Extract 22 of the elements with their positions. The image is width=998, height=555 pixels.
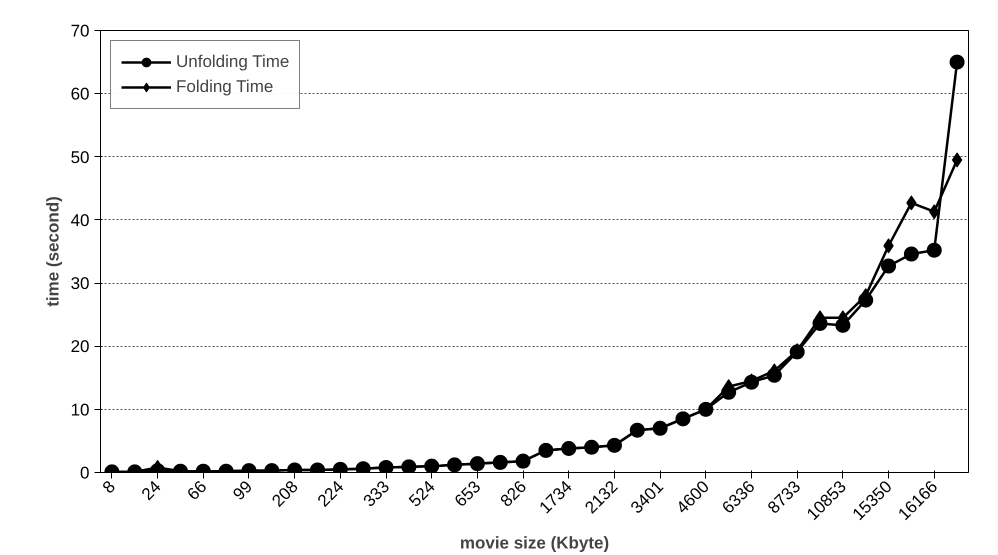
legend-label: Unfolding Time <box>176 51 290 73</box>
y-tick-label: 50 <box>70 148 90 167</box>
x-axis-title: movie size (Kbyte) <box>460 533 610 552</box>
x-tick-label: 24 <box>138 477 165 504</box>
y-tick-label: 30 <box>70 274 90 294</box>
y-tick-label: 40 <box>70 210 90 230</box>
x-tick-label: 653 <box>450 477 484 511</box>
x-tick-label: 524 <box>405 477 439 511</box>
x-tick-label: 99 <box>229 477 256 504</box>
x-tick-label: 333 <box>360 477 394 511</box>
x-tick-label: 208 <box>268 477 302 511</box>
y-tick-label: 0 <box>80 464 90 482</box>
x-tick-label: 8 <box>98 477 119 498</box>
y-tick-label: 70 <box>70 22 90 40</box>
x-tick-label: 826 <box>496 477 530 511</box>
x-tick-label: 224 <box>314 477 348 511</box>
legend-label: Folding Time <box>176 76 274 98</box>
y-axis-title: time (second) <box>44 196 63 307</box>
y-tick-label: 20 <box>70 337 90 356</box>
y-tick-label: 60 <box>70 84 90 104</box>
y-tick-label: 10 <box>70 400 90 420</box>
x-tick-label: 66 <box>184 477 210 504</box>
